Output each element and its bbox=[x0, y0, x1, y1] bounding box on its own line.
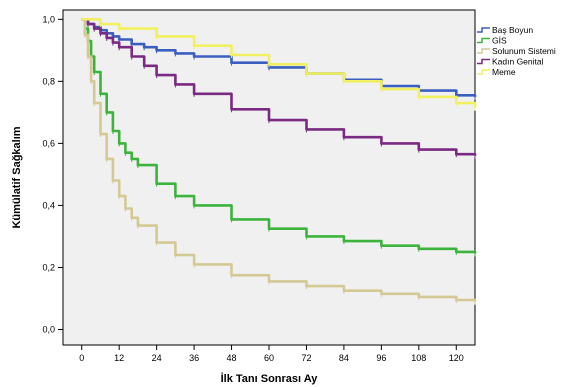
x-tick-label: 96 bbox=[376, 353, 386, 363]
x-tick-label: 12 bbox=[114, 353, 124, 363]
x-tick-label: 72 bbox=[301, 353, 311, 363]
legend-swatch bbox=[477, 48, 490, 54]
legend-swatch bbox=[477, 37, 490, 44]
x-tick-label: 120 bbox=[449, 353, 464, 363]
y-tick-label: 0,0 bbox=[42, 324, 55, 334]
x-tick-label: 36 bbox=[189, 353, 199, 363]
x-tick-label: 24 bbox=[152, 353, 162, 363]
x-tick-label: 108 bbox=[411, 353, 426, 363]
legend-label: Kadın Genital bbox=[492, 57, 544, 67]
x-axis-title: İlk Tanı Sonrası Ay bbox=[221, 372, 319, 385]
x-tick-label: 60 bbox=[264, 353, 274, 363]
legend-swatch bbox=[477, 58, 490, 65]
x-tick-label: 48 bbox=[227, 353, 237, 363]
series-layer bbox=[81, 18, 477, 305]
legend-label: Baş Boyun bbox=[492, 25, 533, 35]
legend-swatch bbox=[477, 69, 490, 75]
legend-swatch bbox=[477, 27, 490, 33]
y-tick-label: 0,4 bbox=[42, 200, 55, 210]
x-tick-label: 84 bbox=[339, 353, 349, 363]
legend-label: Meme bbox=[492, 67, 516, 77]
x-tick-label: 0 bbox=[79, 353, 84, 363]
y-tick-label: 0,6 bbox=[42, 138, 55, 148]
y-axis-title: Kümülatif Sağkalım bbox=[11, 126, 23, 228]
y-tick-label: 0,8 bbox=[42, 76, 55, 86]
legend-label: GİS bbox=[492, 36, 507, 46]
y-tick-label: 1,0 bbox=[42, 14, 55, 24]
axes-layer: 0 12 24 36 48 60 72 84 96 108 120 0,0 0,2 0,4 0,6 0,8 1,… bbox=[42, 14, 463, 363]
legend-label: Solunum Sistemi bbox=[492, 46, 556, 56]
y-tick-label: 0,2 bbox=[42, 262, 55, 272]
